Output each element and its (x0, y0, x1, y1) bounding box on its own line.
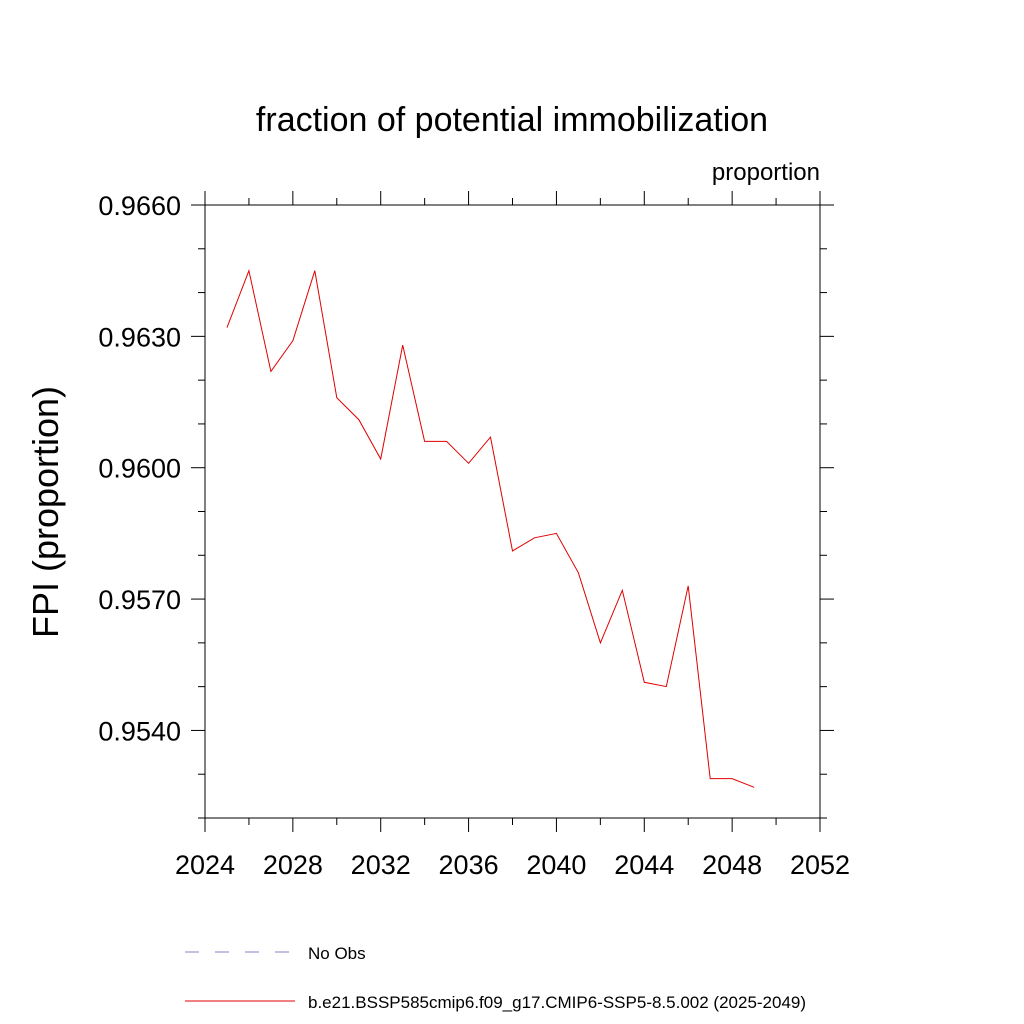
y-tick-label: 0.9660 (98, 191, 181, 221)
plot-frame (204, 204, 821, 819)
y-tick-label: 0.9570 (98, 585, 181, 615)
y-tick-label: 0.9630 (98, 322, 181, 352)
x-tick-label: 2032 (351, 850, 411, 880)
legend: No Obs b.e21.BSSP585cmip6.f09_g17.CMIP6-… (185, 944, 806, 1012)
x-tick-label: 2048 (702, 850, 762, 880)
x-tick-label: 2040 (526, 850, 586, 880)
legend-label-no-obs: No Obs (308, 944, 366, 963)
series-layer (226, 268, 755, 788)
y-tick-label: 0.9540 (98, 716, 181, 746)
x-tick-label: 2052 (790, 850, 850, 880)
y-axis-ticks (191, 204, 834, 819)
y-tick-label: 0.9600 (98, 454, 181, 484)
y-axis-tick-labels: 0.9540 0.9570 0.9600 0.9630 0.9660 (98, 191, 181, 746)
x-axis-tick-labels: 2024 2028 2032 2036 2040 2044 2048 2052 (175, 850, 850, 880)
chart-title: fraction of potential immobilization (256, 101, 768, 139)
x-axis-ticks (204, 191, 821, 832)
x-tick-label: 2024 (175, 850, 235, 880)
legend-label-model: b.e21.BSSP585cmip6.f09_g17.CMIP6-SSP5-8.… (308, 993, 806, 1012)
y-axis-label: FPI (proportion) (25, 386, 66, 638)
x-tick-label: 2044 (614, 850, 674, 880)
units-label: proportion (712, 159, 820, 186)
series-line-0 (226, 268, 755, 788)
x-tick-label: 2028 (263, 850, 323, 880)
x-tick-label: 2036 (439, 850, 499, 880)
